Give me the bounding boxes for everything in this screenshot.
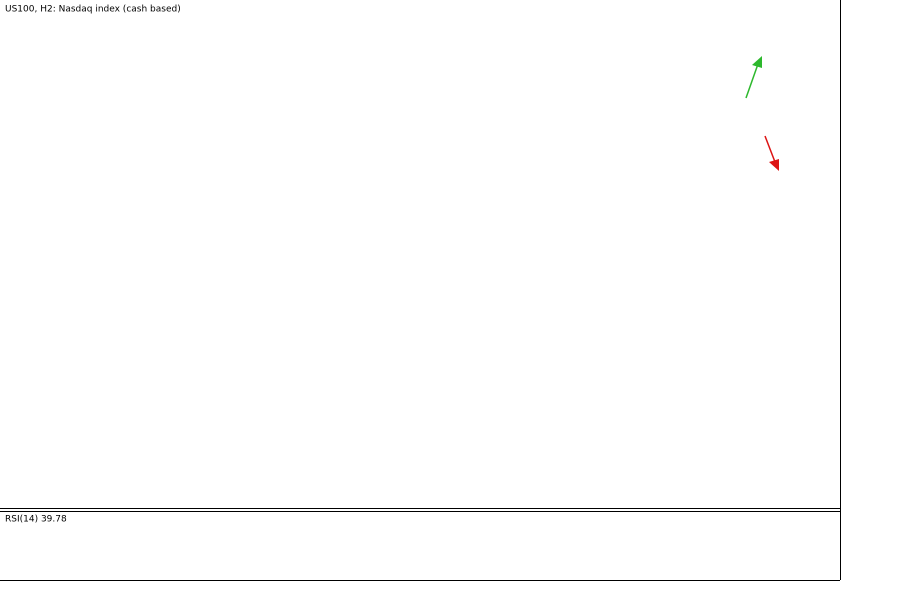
chart-title: US100, H2: Nasdaq index (cash based): [5, 5, 181, 15]
up-arrow: [745, 56, 762, 99]
down-arrow: [764, 135, 779, 171]
rsi-label: RSI(14) 39.78: [5, 515, 67, 525]
